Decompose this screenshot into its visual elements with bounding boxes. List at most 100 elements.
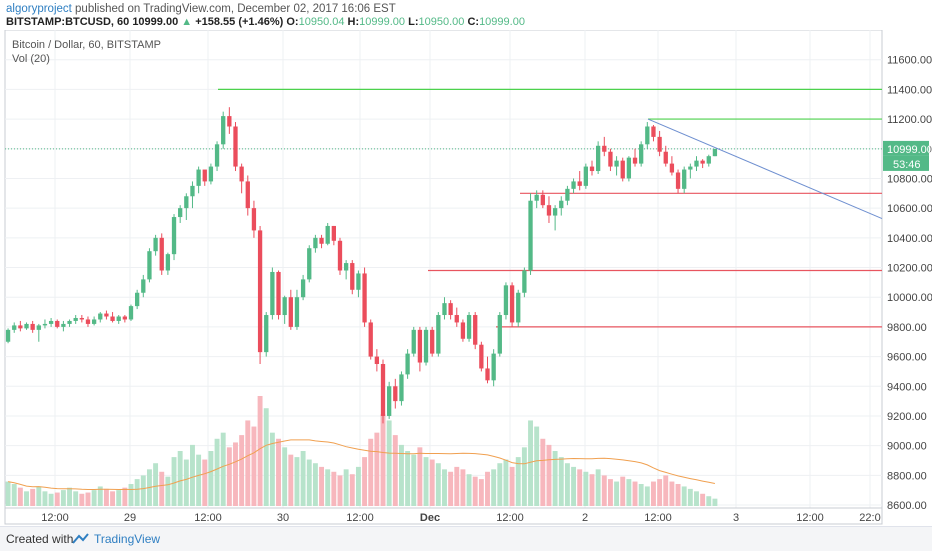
volume-bar: [208, 451, 214, 506]
candle-body: [688, 166, 693, 170]
volume-bar: [165, 476, 171, 506]
volume-bar: [177, 451, 183, 506]
volume-bar: [11, 484, 17, 506]
volume-bar: [159, 471, 165, 506]
candle-body: [122, 316, 128, 320]
candle-body: [540, 194, 545, 206]
volume-bar: [478, 479, 484, 506]
up-arrow-icon: ▲: [181, 16, 193, 28]
candle-body: [374, 356, 380, 365]
candle-body: [141, 279, 146, 293]
candle-body: [682, 169, 687, 189]
time-tick-label: 12:00: [796, 512, 824, 524]
volume-bar: [552, 451, 558, 506]
volume-bar: [245, 420, 251, 506]
candle-body: [294, 297, 300, 327]
candle-body: [497, 315, 502, 354]
countdown-tag-label: 53:46: [893, 159, 921, 171]
volume-bar: [651, 481, 656, 506]
author-link[interactable]: algoryproject: [6, 3, 72, 15]
volume-bar: [122, 487, 128, 506]
candle-body: [663, 151, 668, 164]
volume-bar: [220, 432, 226, 506]
volume-bar: [681, 486, 687, 506]
candle-body: [288, 297, 293, 327]
volume-bar: [202, 459, 208, 506]
candle-body: [608, 151, 613, 167]
price-tick-label: 10000.00: [887, 292, 932, 304]
candle-body: [282, 297, 287, 316]
candle-body: [454, 315, 459, 323]
volume-bar: [644, 486, 650, 506]
volume-bar: [700, 493, 706, 506]
volume-bar: [79, 493, 85, 506]
candle-body: [276, 271, 281, 316]
candle-body: [42, 323, 48, 326]
time-tick-label: 2: [582, 512, 588, 524]
tradingview-link[interactable]: TradingView: [94, 532, 161, 546]
legend-volume: Vol (20): [12, 53, 50, 65]
candle-body: [91, 319, 97, 324]
candle-body: [178, 208, 183, 218]
candle-body: [657, 136, 662, 152]
candle-body: [134, 292, 140, 307]
published-text: published on TradingView.com, December 0…: [71, 3, 396, 15]
time-tick-label: 22:0: [859, 512, 880, 524]
volume-bar: [564, 463, 570, 506]
volume-bar: [429, 459, 435, 506]
volume-bar: [571, 466, 577, 506]
volume-bar: [675, 484, 681, 506]
volume-bar: [509, 466, 515, 506]
candle-body: [128, 306, 134, 320]
price-tick-label: 9200.00: [887, 411, 927, 423]
low-value: 10950.00: [418, 16, 465, 28]
volume-bar: [417, 447, 423, 506]
price-chart[interactable]: 11600.0011400.0011200.0011000.0010800.00…: [0, 30, 932, 526]
candle-body: [614, 160, 619, 167]
volume-bar: [233, 442, 238, 506]
volume-bar: [60, 490, 66, 506]
candle-body: [577, 181, 582, 186]
close-value: 10999.00: [479, 16, 525, 28]
price-tick-label: 9800.00: [887, 322, 927, 334]
candle-body: [528, 200, 533, 271]
countdown-tag: [883, 155, 929, 171]
candle-body: [571, 181, 576, 189]
volume-bar: [620, 476, 626, 506]
candle-body: [73, 317, 78, 321]
volume-bar: [386, 420, 392, 506]
candle-body: [202, 169, 207, 182]
time-tick-label: 12:00: [496, 512, 524, 524]
volume-bar: [288, 454, 294, 506]
volume-bar: [251, 426, 257, 506]
candle-body: [417, 329, 423, 363]
candle-body: [30, 323, 35, 330]
price-tick-label: 10400.00: [887, 233, 932, 245]
last-price-tag-label: 10999.00: [887, 144, 932, 156]
price-axis[interactable]: 11600.0011400.0011200.0011000.0010800.00…: [883, 55, 932, 512]
candle-body: [319, 237, 324, 244]
volume-bar: [460, 469, 466, 506]
candle-body: [546, 205, 552, 216]
volume-bar: [91, 490, 97, 506]
candle-body: [36, 325, 41, 330]
volume-bar: [103, 488, 109, 506]
tradingview-logo-icon[interactable]: [72, 533, 92, 545]
volume-bar: [694, 491, 699, 506]
volume-bar: [712, 498, 718, 506]
created-with-text: Created with: [6, 532, 74, 546]
candle-body: [387, 386, 392, 416]
volume-bars: [5, 396, 718, 506]
candle-body: [694, 160, 699, 167]
volume-bar: [669, 481, 675, 506]
volume-bar: [300, 451, 306, 506]
candle-body: [61, 323, 66, 327]
candle-body: [675, 172, 681, 189]
candle-body: [18, 325, 23, 329]
candle-body: [110, 316, 115, 321]
volume-bar: [312, 463, 318, 506]
time-tick-label: Dec: [420, 512, 440, 524]
volume-bar: [454, 466, 460, 506]
volume-bar: [534, 426, 540, 506]
time-axis[interactable]: 12:00 29 12:00 30 12:00 Dec 12:00 2 12:00 3 12:00 2…: [5, 507, 882, 524]
